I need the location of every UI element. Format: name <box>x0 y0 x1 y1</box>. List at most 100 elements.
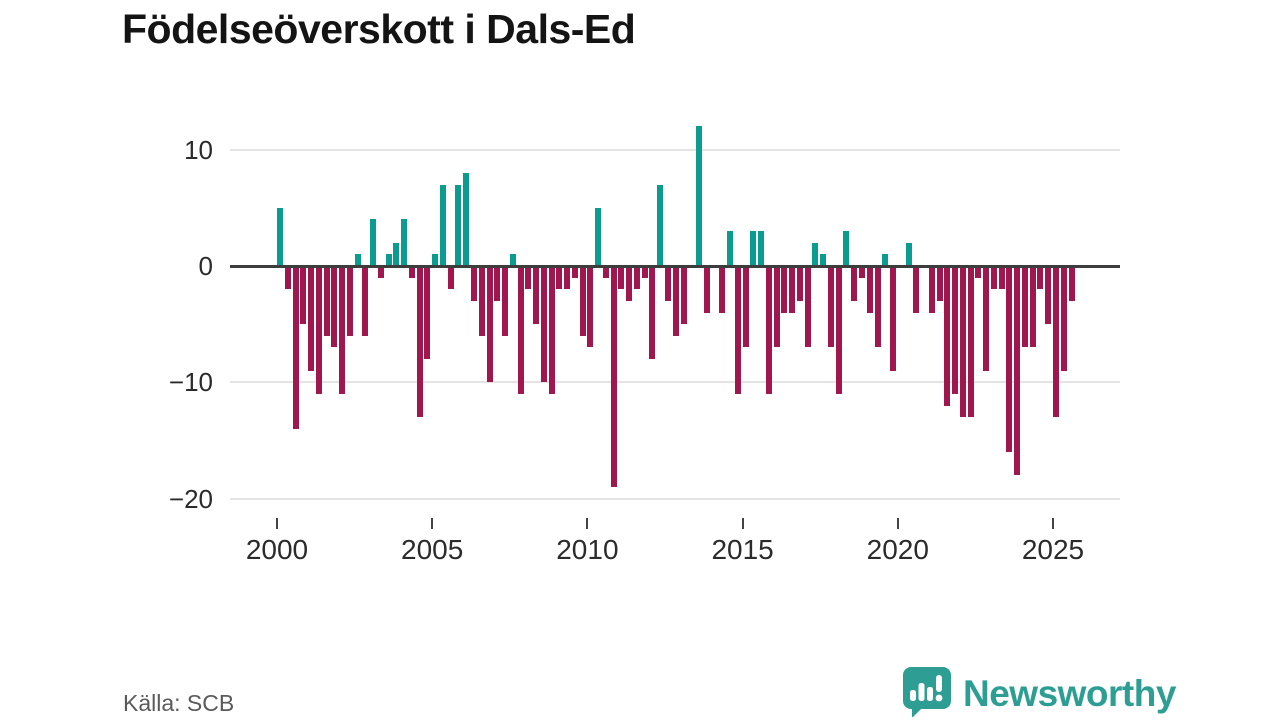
bar-2019Q4 <box>890 266 897 371</box>
bar-2014Q4 <box>734 266 741 394</box>
bar-2015Q2 <box>750 231 757 266</box>
bar-2012Q4 <box>672 266 679 336</box>
bar-2019Q2 <box>874 266 881 348</box>
bar-2008Q2 <box>533 266 540 325</box>
bar-2017Q3 <box>820 254 827 266</box>
x-axis-tick-2005 <box>431 518 434 529</box>
chart-title: Födelseöverskott i Dals-Ed <box>122 6 636 52</box>
y-axis-label-0: 0 <box>198 251 213 281</box>
bar-2022Q2 <box>967 266 974 418</box>
bar-2005Q1 <box>432 254 439 266</box>
bar-2021Q3 <box>944 266 951 406</box>
bar-2017Q2 <box>812 242 819 266</box>
bar-2000Q1 <box>277 207 283 266</box>
bar-2004Q1 <box>401 219 408 266</box>
gridline-y--10 <box>230 381 1120 384</box>
bar-2007Q1 <box>494 266 501 301</box>
bar-2002Q3 <box>354 254 361 266</box>
bar-2004Q3 <box>416 266 423 418</box>
bar-2007Q4 <box>517 266 524 394</box>
bar-2015Q1 <box>742 266 749 348</box>
bar-2015Q3 <box>758 231 765 266</box>
bar-2012Q1 <box>649 266 656 360</box>
bar-2019Q3 <box>882 254 889 266</box>
x-axis-label-2000: 2000 <box>245 534 309 565</box>
bar-2014Q2 <box>719 266 726 313</box>
bar-2022Q1 <box>959 266 966 418</box>
newsworthy-logo: Newsworthy <box>901 665 1176 720</box>
bar-2006Q1 <box>463 172 470 266</box>
bar-2001Q4 <box>331 266 338 348</box>
x-axis-tick-2000 <box>276 518 278 529</box>
zero-axis-line <box>230 264 1120 268</box>
bar-2007Q3 <box>509 254 516 266</box>
bar-2011Q2 <box>626 266 633 301</box>
bar-2021Q4 <box>952 266 959 394</box>
x-axis-tick-2020 <box>896 518 899 529</box>
bar-2006Q4 <box>486 266 493 383</box>
bar-2005Q4 <box>455 184 462 266</box>
bar-2013Q1 <box>680 266 687 325</box>
newsworthy-logo-icon <box>901 665 951 720</box>
bar-2007Q2 <box>502 266 509 336</box>
bar-2002Q1 <box>339 266 346 394</box>
bar-2016Q3 <box>789 266 796 313</box>
x-axis-tick-2015 <box>741 518 744 529</box>
bar-2024Q4 <box>1045 266 1052 325</box>
bar-2009Q3 <box>571 266 578 278</box>
bar-2001Q1 <box>308 266 315 371</box>
bar-2011Q3 <box>633 266 640 290</box>
bar-2010Q2 <box>595 207 602 266</box>
bar-2017Q4 <box>827 266 834 348</box>
bar-2010Q4 <box>610 266 617 487</box>
bar-2019Q1 <box>866 266 873 313</box>
bar-2006Q2 <box>471 266 477 301</box>
bar-2008Q4 <box>548 266 555 394</box>
x-axis-label-2010: 2010 <box>556 534 619 565</box>
bar-2025Q3 <box>1068 266 1075 301</box>
bar-2013Q3 <box>696 126 703 266</box>
bar-2015Q4 <box>765 266 772 394</box>
bar-2016Q2 <box>781 266 788 313</box>
x-axis-label-2015: 2015 <box>711 534 774 565</box>
bar-2012Q2 <box>657 184 664 266</box>
bar-2025Q1 <box>1053 266 1059 418</box>
bar-2018Q2 <box>843 231 850 266</box>
bar-2024Q3 <box>1037 266 1044 290</box>
bar-2002Q4 <box>362 266 369 336</box>
y-axis-label-10: 10 <box>184 134 213 165</box>
bar-2012Q3 <box>665 266 671 301</box>
y-axis-label--10: −10 <box>168 367 213 398</box>
bar-2023Q1 <box>990 266 997 290</box>
bar-2001Q3 <box>323 266 330 336</box>
bar-2022Q4 <box>983 266 990 371</box>
bar-2020Q2 <box>905 242 912 266</box>
x-axis-tick-2025 <box>1052 518 1054 529</box>
x-axis-tick-2010 <box>586 518 589 529</box>
bar-2010Q1 <box>587 266 594 348</box>
gridline-y--20 <box>230 497 1120 500</box>
bar-2009Q1 <box>556 266 563 290</box>
bar-2010Q3 <box>602 266 609 278</box>
bar-2020Q3 <box>913 266 920 313</box>
bar-2011Q1 <box>618 266 625 290</box>
bar-2003Q3 <box>385 254 392 266</box>
x-axis-label-2025: 2025 <box>1021 534 1085 565</box>
bar-2004Q2 <box>408 266 415 278</box>
bar-2008Q1 <box>525 266 532 290</box>
bar-2021Q2 <box>936 266 943 301</box>
bar-2005Q2 <box>439 184 446 266</box>
y-axis-label--20: −20 <box>168 483 213 514</box>
bar-2023Q4 <box>1014 266 1021 476</box>
bar-2005Q3 <box>447 266 454 290</box>
newsworthy-logo-text: Newsworthy <box>963 672 1176 714</box>
bar-2009Q2 <box>564 266 571 290</box>
bar-2009Q4 <box>579 266 586 336</box>
bar-2016Q4 <box>796 266 803 301</box>
gridline-y-10 <box>230 148 1120 151</box>
bar-2017Q1 <box>804 266 811 348</box>
bar-2011Q4 <box>641 266 648 278</box>
bar-2004Q4 <box>424 266 431 360</box>
